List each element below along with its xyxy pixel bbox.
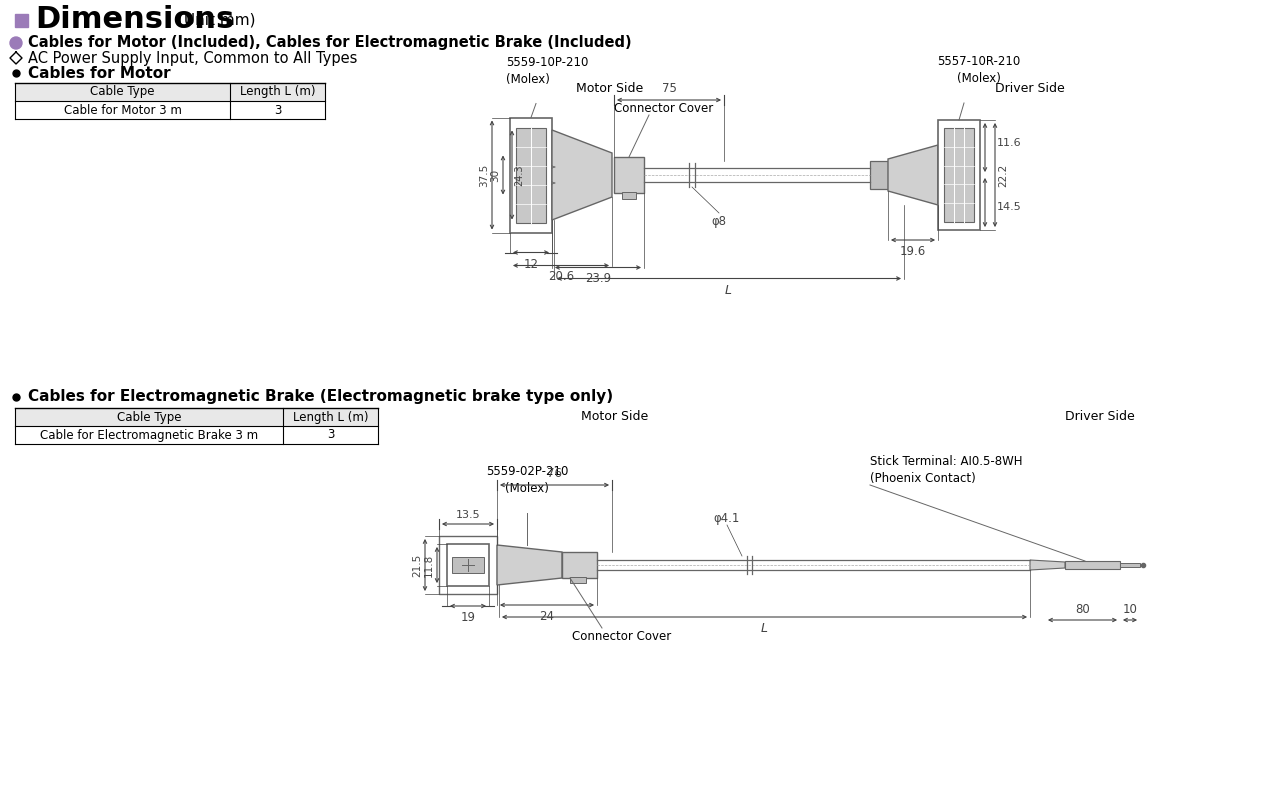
Text: 19: 19 (461, 611, 475, 624)
Text: 22.2: 22.2 (998, 164, 1009, 187)
Bar (15, 408, 378, 426)
Text: 21.5: 21.5 (412, 553, 422, 576)
Text: 11.8: 11.8 (424, 553, 434, 576)
Bar (452, 557, 484, 573)
Text: 20.6: 20.6 (548, 270, 573, 284)
Text: AC Power Supply Input, Common to All Types: AC Power Supply Input, Common to All Typ… (28, 51, 357, 65)
Text: φ8: φ8 (712, 215, 727, 228)
Text: 24.3: 24.3 (515, 165, 524, 186)
Polygon shape (497, 545, 562, 585)
Polygon shape (552, 130, 612, 220)
Text: 3: 3 (326, 429, 334, 441)
Bar (622, 192, 636, 199)
Text: Cables for Electromagnetic Brake (Electromagnetic brake type only): Cables for Electromagnetic Brake (Electr… (28, 390, 613, 405)
Bar (945, 128, 974, 222)
Circle shape (10, 37, 22, 49)
Text: Cables for Motor: Cables for Motor (28, 65, 170, 80)
Text: 13.5: 13.5 (456, 510, 480, 520)
Text: L: L (762, 622, 768, 635)
Bar (562, 552, 596, 578)
Text: 19.6: 19.6 (900, 245, 927, 258)
Text: 75: 75 (662, 82, 676, 95)
Text: 5557-10R-210
(Molex): 5557-10R-210 (Molex) (937, 55, 1020, 85)
Text: 3: 3 (274, 103, 282, 117)
Text: Length L (m): Length L (m) (293, 410, 369, 424)
Bar (1120, 563, 1140, 567)
Bar (516, 127, 547, 223)
Text: Cables for Motor (Included), Cables for Electromagnetic Brake (Included): Cables for Motor (Included), Cables for … (28, 36, 631, 51)
Text: 5559-02P-210
(Molex): 5559-02P-210 (Molex) (486, 465, 568, 495)
Bar (570, 577, 586, 583)
Text: Stick Terminal: AI0.5-8WH
(Phoenix Contact): Stick Terminal: AI0.5-8WH (Phoenix Conta… (870, 455, 1023, 485)
Bar (15, 101, 325, 119)
Bar (447, 544, 489, 586)
Bar (1065, 561, 1120, 569)
Bar (938, 120, 980, 230)
Text: 10: 10 (1123, 603, 1138, 616)
Text: Driver Side: Driver Side (995, 82, 1065, 95)
Bar (15, 83, 325, 101)
Bar (15, 14, 28, 27)
Bar (15, 426, 378, 444)
Text: 80: 80 (1075, 603, 1089, 616)
Text: Length L (m): Length L (m) (239, 86, 315, 99)
Text: 24: 24 (539, 610, 554, 623)
Bar (509, 118, 552, 232)
Text: Cable Type: Cable Type (91, 86, 155, 99)
Text: Connector Cover: Connector Cover (572, 630, 672, 643)
Text: 23.9: 23.9 (585, 273, 611, 285)
Text: Motor Side: Motor Side (581, 410, 649, 423)
Text: 12: 12 (524, 258, 539, 270)
Text: Motor Side: Motor Side (576, 82, 644, 95)
Text: 76: 76 (547, 467, 562, 480)
Text: Dimensions: Dimensions (35, 6, 234, 34)
Text: 30: 30 (490, 169, 500, 181)
Text: Connector Cover: Connector Cover (614, 102, 714, 115)
Text: 14.5: 14.5 (997, 201, 1021, 211)
Text: L: L (724, 284, 731, 297)
Text: 11.6: 11.6 (997, 138, 1021, 149)
Text: 5559-10P-210
(Molex): 5559-10P-210 (Molex) (506, 56, 589, 86)
Bar (439, 536, 497, 594)
Text: Driver Side: Driver Side (1065, 410, 1135, 423)
Text: (Unit mm): (Unit mm) (178, 13, 256, 28)
Text: 37.5: 37.5 (479, 164, 489, 187)
Text: Cable for Motor 3 m: Cable for Motor 3 m (64, 103, 182, 117)
Text: φ4.1: φ4.1 (714, 512, 740, 525)
Bar (870, 161, 888, 189)
Text: Cable Type: Cable Type (116, 410, 182, 424)
Bar (614, 157, 644, 193)
Polygon shape (888, 145, 938, 205)
Polygon shape (1030, 560, 1065, 570)
Text: Cable for Electromagnetic Brake 3 m: Cable for Electromagnetic Brake 3 m (40, 429, 259, 441)
